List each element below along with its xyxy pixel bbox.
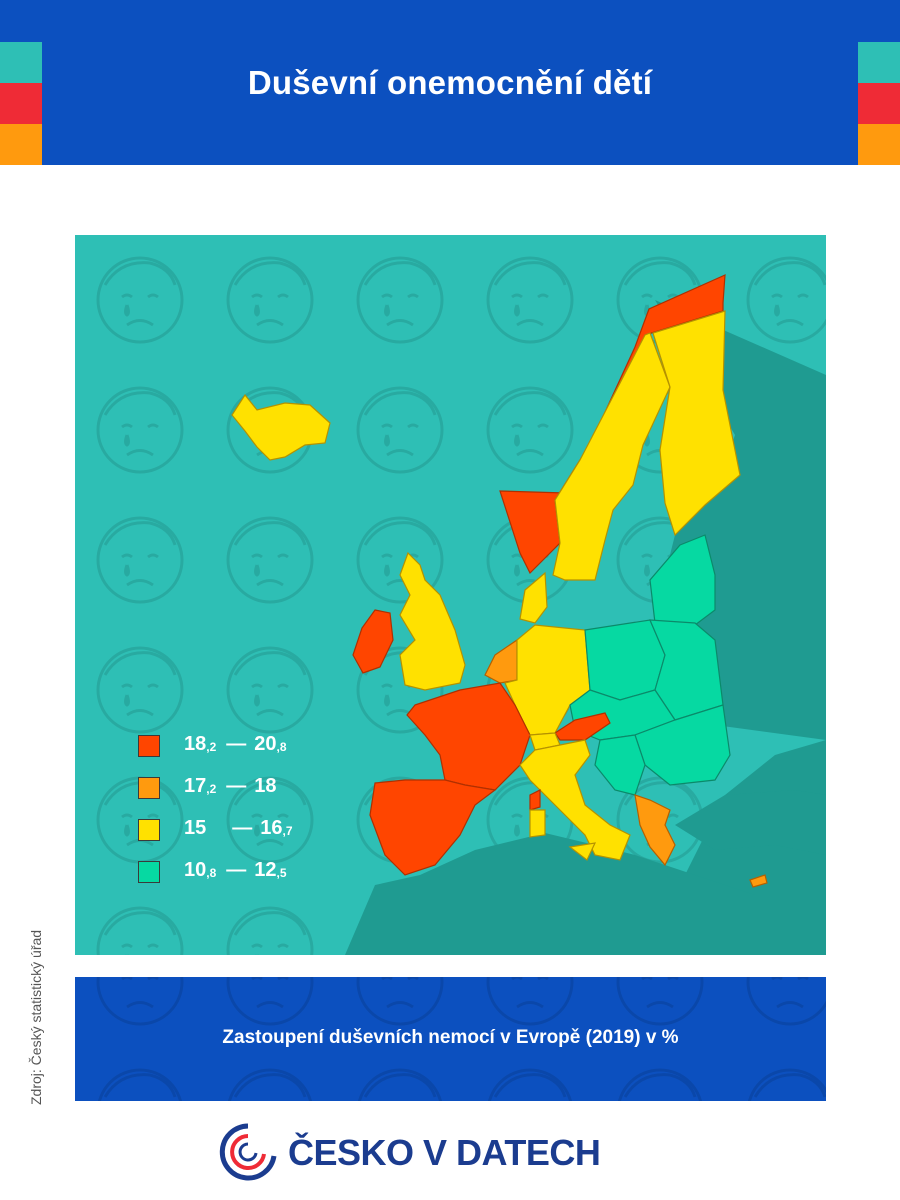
stripe-right-red: [858, 83, 900, 124]
country-greece: [634, 794, 676, 867]
caption-pattern: [75, 977, 826, 1101]
stripe-right-teal: [858, 42, 900, 83]
brand-icon: [219, 1123, 277, 1181]
legend-label: 15—16,7: [184, 817, 293, 839]
country-poland: [584, 619, 666, 701]
europe-map: [75, 235, 826, 955]
land-africa: [345, 833, 826, 955]
stripe-left-orange: [0, 124, 42, 165]
legend-label: 10,8—12,5: [184, 859, 287, 881]
legend-item: 18,2—20,8: [138, 733, 358, 761]
legend-swatch-red: [138, 735, 160, 757]
brand-logo: ČESKO V DATECH: [218, 1122, 688, 1182]
map-svg: [75, 235, 826, 955]
brand-name: ČESKO V DATECH: [288, 1132, 601, 1173]
country-ireland: [352, 609, 394, 674]
legend-item: 15—16,7: [138, 817, 358, 845]
legend-swatch-orange: [138, 777, 160, 799]
country-sweden: [552, 332, 671, 581]
legend-swatch-green: [138, 861, 160, 883]
country-italy: [519, 739, 631, 861]
stripe-left-red: [0, 83, 42, 124]
country-cyprus: [749, 874, 768, 888]
legend-swatch-yellow: [138, 819, 160, 841]
country-romania-bulgaria: [634, 704, 731, 786]
land-turkey: [675, 790, 826, 855]
country-baltics: [649, 534, 716, 626]
country-corsica: [529, 789, 541, 811]
country-benelux: [484, 638, 518, 684]
country-sardinia: [529, 809, 546, 838]
caption-band: Zastoupení duševních nemocí v Evropě (20…: [75, 977, 826, 1101]
stripe-right-orange: [858, 124, 900, 165]
country-denmark: [519, 571, 548, 624]
country-finland: [652, 310, 741, 537]
legend-label: 17,2—18: [184, 775, 277, 797]
source-note: Zdroj: Český statistický úřad: [28, 929, 44, 1105]
legend-item: 17,2—18: [138, 775, 358, 803]
header-banner: Duševní onemocnění dětí: [0, 0, 900, 165]
legend-item: 10,8—12,5: [138, 859, 358, 887]
country-iberia: [369, 779, 497, 876]
stripe-left-teal: [0, 42, 42, 83]
country-sicily: [568, 842, 597, 861]
country-iceland: [231, 393, 331, 461]
legend-label: 18,2—20,8: [184, 733, 287, 755]
country-uk: [399, 551, 466, 691]
page-title: Duševní onemocnění dětí: [247, 64, 653, 101]
country-austria: [554, 712, 611, 741]
map-caption: Zastoupení duševních nemocí v Evropě (20…: [222, 1027, 679, 1048]
